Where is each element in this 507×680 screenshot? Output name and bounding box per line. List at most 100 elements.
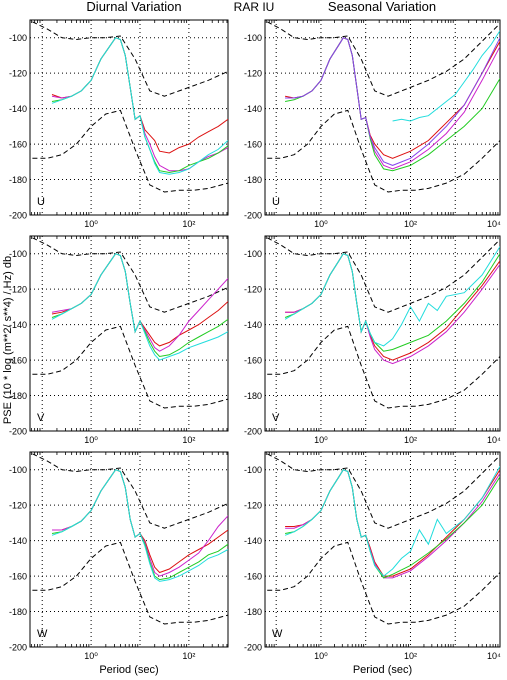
y-tick-label: -160 <box>244 572 262 582</box>
y-axis-label: PSE (10 * log (m**2/ s**4) / Hz) db <box>2 256 14 424</box>
y-tick-label: -100 <box>244 33 262 43</box>
x-tick-label: 10⁰ <box>84 651 98 661</box>
noise-model-high <box>32 237 228 313</box>
y-tick-label: -200 <box>9 211 27 221</box>
series-magenta <box>285 37 500 170</box>
y-tick-label: -140 <box>244 104 262 114</box>
y-tick-label: -120 <box>9 69 27 79</box>
x-tick-label: 10² <box>182 435 195 445</box>
noise-model-high <box>32 21 228 97</box>
y-tick-label: -140 <box>9 104 27 114</box>
series-cyan <box>284 465 500 577</box>
y-tick-label: -180 <box>244 607 262 617</box>
noise-model-low <box>267 109 500 193</box>
panel-1: -100 -120 -140 -160 -180 -200 10⁰ 10² 10⁴ U <box>244 19 501 229</box>
y-tick-label: -120 <box>9 501 27 511</box>
noise-model-low <box>32 109 228 193</box>
x-tick-label: 10⁰ <box>314 435 328 445</box>
y-tick-label: -160 <box>244 356 262 366</box>
y-tick-label: -180 <box>9 607 27 617</box>
x-axis-label: Period (sec) <box>99 664 158 676</box>
panel-2: -100 -120 -140 -160 -180 -200 10⁰ 10² V <box>9 235 229 445</box>
component-label: U <box>37 196 45 208</box>
y-tick-label: -120 <box>244 285 262 295</box>
component-label: V <box>37 412 45 424</box>
y-tick-label: -100 <box>9 249 27 259</box>
component-label: U <box>272 196 280 208</box>
y-tick-label: -120 <box>9 285 27 295</box>
x-tick-label: 10² <box>404 219 417 229</box>
series-cyan <box>284 246 500 347</box>
panel-5: -100 -120 -140 -160 -180 -200 10⁰ 10² 10⁴ W Period… <box>244 451 501 676</box>
x-tick-label: 10² <box>404 651 417 661</box>
x-tick-label: 10⁰ <box>84 219 98 229</box>
y-tick-label: -100 <box>9 33 27 43</box>
y-tick-label: -160 <box>9 140 27 150</box>
y-tick-label: -200 <box>244 643 262 653</box>
y-tick-label: -200 <box>244 211 262 221</box>
series-magenta <box>285 469 500 579</box>
y-tick-label: -100 <box>244 465 262 475</box>
x-axis-label: Period (sec) <box>353 664 412 676</box>
y-tick-label: -180 <box>244 391 262 401</box>
component-label: V <box>272 412 280 424</box>
noise-model-low <box>32 325 228 409</box>
y-tick-label: -160 <box>9 356 27 366</box>
title-seasonal: Seasonal Variation <box>328 0 436 14</box>
x-tick-label: 10⁴ <box>487 219 501 229</box>
series-cyan <box>51 253 228 361</box>
y-tick-label: -140 <box>244 320 262 330</box>
series-red <box>52 469 228 574</box>
y-tick-label: -100 <box>244 249 262 259</box>
x-tick-label: 10⁴ <box>487 435 501 445</box>
plot-area <box>266 237 500 409</box>
x-tick-label: 10² <box>182 651 195 661</box>
plot-area <box>266 21 500 193</box>
plot-area <box>32 21 228 193</box>
title-diurnal: Diurnal Variation <box>86 0 181 14</box>
title-station: RAR IU <box>234 0 275 14</box>
noise-model-low <box>267 541 500 625</box>
y-tick-label: -140 <box>9 536 27 546</box>
series-green <box>285 469 500 579</box>
noise-model-high <box>266 21 500 97</box>
x-tick-label: 10² <box>182 219 195 229</box>
y-tick-label: -160 <box>244 140 262 150</box>
y-tick-label: -140 <box>9 320 27 330</box>
panel-4: -100 -120 -140 -160 -180 -200 10⁰ 10² W Period (s… <box>9 451 229 676</box>
y-tick-label: -100 <box>9 465 27 475</box>
noise-model-low <box>267 325 500 409</box>
plot-area <box>266 453 500 625</box>
x-tick-label: 10⁰ <box>314 651 328 661</box>
noise-model-high <box>32 453 228 529</box>
panel-frame <box>264 19 501 216</box>
y-tick-label: -180 <box>9 175 27 185</box>
panel-frame <box>264 451 501 648</box>
y-tick-label: -160 <box>9 572 27 582</box>
y-tick-label: -180 <box>244 175 262 185</box>
series-green <box>285 37 500 172</box>
y-tick-label: -200 <box>9 427 27 437</box>
series-cyan <box>392 30 500 122</box>
y-tick-label: -200 <box>244 427 262 437</box>
y-tick-label: -180 <box>9 391 27 401</box>
panel-frame <box>264 235 501 432</box>
component-label: W <box>37 628 48 640</box>
panel-3: -100 -120 -140 -160 -180 -200 10⁰ 10² 10⁴ V <box>244 235 501 445</box>
component-label: W <box>272 628 283 640</box>
y-tick-label: -140 <box>244 536 262 546</box>
series-red <box>51 37 228 154</box>
series-cyan <box>51 37 228 175</box>
noise-model-high <box>266 453 500 529</box>
series-red <box>285 469 500 577</box>
series-purple <box>285 37 500 166</box>
panel-0: -100 -120 -140 -160 -180 -200 10⁰ 10² U <box>9 19 229 229</box>
y-tick-label: -120 <box>244 69 262 79</box>
x-tick-label: 10⁰ <box>84 435 98 445</box>
noise-model-high <box>266 237 500 313</box>
y-tick-label: -120 <box>244 501 262 511</box>
plot-area <box>32 453 228 625</box>
plot-area <box>32 237 228 409</box>
